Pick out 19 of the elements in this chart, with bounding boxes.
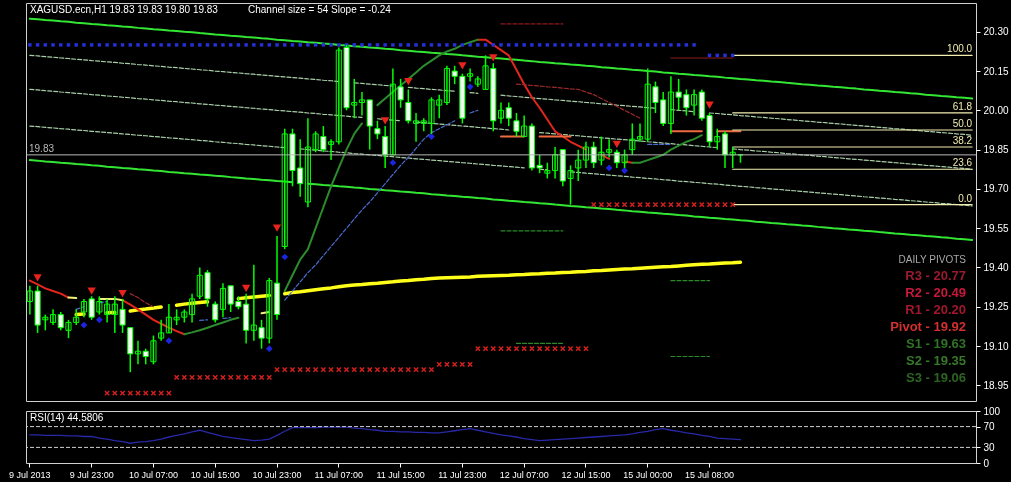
y-tick-label: 70	[983, 421, 996, 433]
x-tick-label: 15 Jul 08:00	[685, 469, 735, 480]
x-tick-label: 12 Jul 15:00	[561, 469, 611, 480]
y-tick-label: 18.95	[983, 379, 1009, 391]
x-tick-label: 10 Jul 23:00	[252, 469, 302, 480]
x-tick-label: 11 Jul 15:00	[376, 469, 425, 480]
y-tick-label: 30	[983, 441, 996, 453]
x-tick-label: 10 Jul 15:00	[190, 469, 240, 480]
x-tick-label: 15 Jul 00:00	[623, 469, 673, 480]
chart-title: RSI(14) 44.5806	[30, 412, 104, 423]
x-tick-label: 9 Jul 2013	[9, 469, 51, 480]
x-tick-label: 9 Jul 23:00	[69, 469, 114, 480]
x-tick-label: 11 Jul 07:00	[314, 469, 363, 480]
x-tick-label: 11 Jul 23:00	[438, 469, 487, 480]
x-tick-label: 10 Jul 07:00	[128, 469, 178, 480]
x-tick-label: 12 Jul 07:00	[499, 469, 549, 480]
line-series	[29, 426, 742, 444]
y-tick-label: 100	[983, 405, 1001, 417]
y-tick-label: 0	[983, 457, 990, 469]
